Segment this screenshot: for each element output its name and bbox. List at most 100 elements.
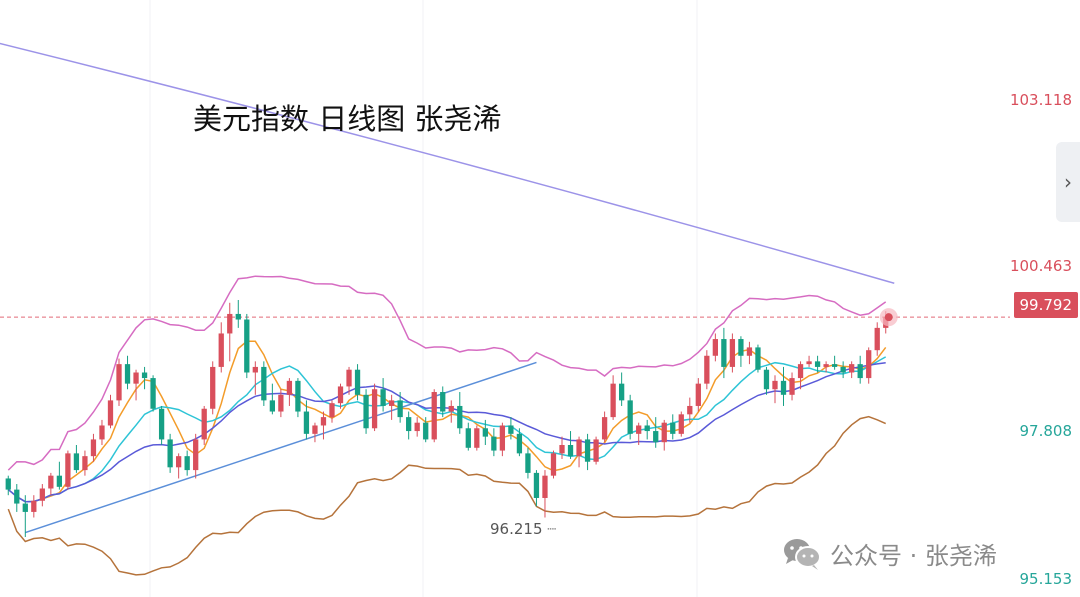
candle-body	[533, 472, 540, 498]
low-price-value: 96.215	[490, 520, 543, 538]
candle-body	[704, 355, 710, 384]
candle-body	[388, 400, 395, 406]
chart-title: 美元指数 日线图 张尧浠	[193, 102, 502, 136]
candle-body	[789, 378, 795, 395]
candle-body	[576, 439, 582, 457]
wechat-icon	[782, 537, 822, 571]
candle-body	[337, 386, 344, 404]
watermark-text: 公众号 · 张尧浠	[830, 542, 997, 570]
candle-body	[320, 417, 327, 426]
candle-body	[874, 327, 880, 351]
candle-body	[252, 366, 258, 373]
candle-body	[814, 361, 821, 367]
candle-body	[167, 439, 173, 468]
candle-body	[5, 478, 11, 490]
candle-body	[406, 417, 412, 432]
candle-body	[210, 366, 216, 409]
candle-body	[176, 456, 182, 468]
candle-body	[116, 364, 122, 401]
candle-body	[670, 422, 676, 434]
candle-body	[508, 425, 514, 434]
candle-body	[397, 400, 403, 418]
candle-body	[312, 425, 318, 434]
candle-body	[150, 378, 156, 409]
candle-body	[457, 405, 463, 429]
candle-body	[448, 405, 454, 412]
candle-body	[82, 456, 88, 471]
candle-body	[201, 408, 207, 440]
candle-body	[678, 414, 684, 434]
candle-body	[65, 453, 71, 487]
candle-body	[56, 475, 63, 487]
y-tick-label-3: 97.808	[1019, 422, 1073, 440]
candle-body	[763, 369, 770, 390]
candle-body	[39, 488, 45, 501]
candle-body	[218, 333, 224, 367]
bollinger-lower-line	[7, 415, 887, 576]
candle-body	[99, 425, 105, 440]
candle-body	[772, 380, 778, 390]
candle-body	[31, 500, 37, 512]
candle-body	[295, 380, 301, 412]
candle-body	[423, 422, 429, 440]
candle-body	[627, 400, 633, 434]
candle-body	[619, 383, 625, 401]
watermark: 公众号 · 张尧浠	[782, 536, 997, 571]
candle-body	[354, 369, 361, 395]
candle-body	[22, 503, 28, 512]
candle-body	[542, 475, 548, 498]
candle-body	[414, 422, 420, 432]
candle-body	[636, 425, 642, 434]
trend-line	[25, 361, 537, 534]
candle-body	[73, 453, 80, 471]
collapse-panel-button[interactable]: ›	[1056, 142, 1080, 222]
long-ma-line	[0, 42, 895, 284]
candle-body	[193, 439, 199, 471]
candle-body	[90, 439, 97, 457]
candle-body	[482, 428, 488, 437]
candle-body	[721, 339, 727, 367]
candle-body	[601, 417, 608, 440]
candle-body	[261, 366, 267, 401]
candle-body	[380, 389, 386, 406]
candle-body	[806, 361, 812, 365]
candle-body	[133, 372, 139, 384]
candle-body	[644, 425, 650, 432]
ma20-line	[7, 361, 886, 503]
candle-body	[244, 319, 250, 373]
candle-body	[499, 425, 506, 451]
bollinger-upper-line	[7, 275, 887, 471]
ma10-line	[7, 356, 887, 503]
y-tick-label-1: 103.118	[1009, 91, 1072, 109]
candle-body	[550, 453, 557, 476]
low-price-annotation: 96.215 ┈	[490, 520, 557, 538]
candle-body	[746, 347, 753, 356]
candle-body	[738, 339, 744, 356]
candle-body	[269, 400, 275, 412]
candle-body	[124, 364, 131, 384]
candle-body	[840, 366, 846, 373]
candle-body	[687, 405, 693, 415]
chevron-right-icon: ›	[1064, 170, 1072, 194]
candle-body	[866, 350, 872, 379]
candle-body	[184, 456, 190, 471]
candle-body	[525, 453, 531, 473]
candle-body	[584, 439, 591, 462]
current-price-dot	[884, 313, 893, 322]
candle-body	[235, 313, 241, 320]
candle-body	[559, 445, 565, 454]
candle-body	[14, 489, 20, 504]
candle-body	[48, 475, 54, 489]
candle-body	[653, 431, 659, 443]
candle-body	[474, 428, 480, 448]
candle-body	[755, 347, 761, 370]
candle-body	[346, 369, 352, 387]
current-price-badge: 99.792	[1013, 292, 1078, 318]
candle-body	[329, 403, 335, 418]
candle-body	[303, 411, 310, 434]
candle-body	[141, 372, 148, 379]
candle-body	[831, 364, 838, 367]
candle-body	[593, 439, 599, 462]
